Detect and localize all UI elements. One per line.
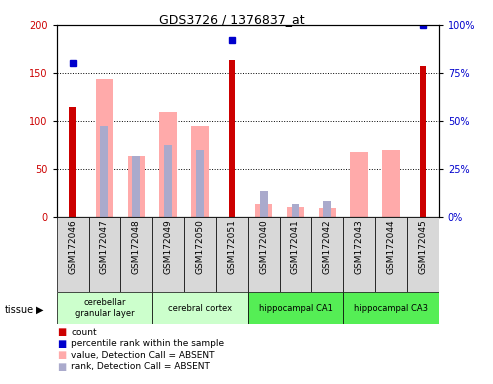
- Bar: [57, 292, 152, 324]
- Text: GSM172040: GSM172040: [259, 219, 268, 274]
- Bar: [287, 207, 304, 217]
- Bar: [375, 217, 407, 292]
- Text: hippocampal CA1: hippocampal CA1: [258, 304, 332, 313]
- Bar: [255, 205, 273, 217]
- Bar: [57, 217, 89, 292]
- Bar: [89, 217, 120, 292]
- Text: GSM172041: GSM172041: [291, 219, 300, 274]
- Text: GSM172044: GSM172044: [387, 219, 395, 274]
- Bar: [159, 113, 177, 217]
- Bar: [152, 217, 184, 292]
- Text: GSM172051: GSM172051: [227, 219, 236, 274]
- Bar: [382, 150, 400, 217]
- Text: rank, Detection Call = ABSENT: rank, Detection Call = ABSENT: [71, 362, 211, 371]
- Text: hippocampal CA3: hippocampal CA3: [354, 304, 428, 313]
- Bar: [247, 292, 343, 324]
- Text: cerebral cortex: cerebral cortex: [168, 304, 232, 313]
- Text: count: count: [71, 328, 97, 337]
- Text: GSM172042: GSM172042: [323, 219, 332, 274]
- Bar: [191, 126, 209, 217]
- Bar: [132, 157, 141, 217]
- Bar: [120, 217, 152, 292]
- Bar: [128, 157, 145, 217]
- Bar: [96, 79, 113, 217]
- Bar: [196, 150, 204, 217]
- Text: tissue: tissue: [5, 305, 34, 315]
- Text: GSM172048: GSM172048: [132, 219, 141, 274]
- Text: cerebellar
granular layer: cerebellar granular layer: [74, 298, 134, 318]
- Text: GSM172050: GSM172050: [195, 219, 205, 274]
- Bar: [229, 61, 235, 217]
- Text: ■: ■: [57, 327, 66, 337]
- Text: value, Detection Call = ABSENT: value, Detection Call = ABSENT: [71, 351, 215, 360]
- Bar: [291, 205, 299, 217]
- Text: GSM172043: GSM172043: [354, 219, 364, 274]
- Bar: [343, 292, 439, 324]
- Text: ■: ■: [57, 350, 66, 360]
- Text: percentile rank within the sample: percentile rank within the sample: [71, 339, 225, 348]
- Bar: [312, 217, 343, 292]
- Bar: [164, 145, 172, 217]
- Bar: [260, 191, 268, 217]
- Bar: [152, 292, 248, 324]
- Bar: [70, 107, 76, 217]
- Bar: [216, 217, 247, 292]
- Bar: [323, 201, 331, 217]
- Bar: [280, 217, 312, 292]
- Text: GSM172045: GSM172045: [419, 219, 427, 274]
- Text: GSM172046: GSM172046: [68, 219, 77, 274]
- Bar: [184, 217, 216, 292]
- Bar: [343, 217, 375, 292]
- Text: GSM172049: GSM172049: [164, 219, 173, 274]
- Bar: [318, 209, 336, 217]
- Bar: [420, 66, 426, 217]
- Bar: [407, 217, 439, 292]
- Text: ■: ■: [57, 362, 66, 372]
- Text: ■: ■: [57, 339, 66, 349]
- Text: GDS3726 / 1376837_at: GDS3726 / 1376837_at: [159, 13, 305, 26]
- Bar: [101, 126, 108, 217]
- Text: ▶: ▶: [35, 305, 43, 315]
- Bar: [247, 217, 280, 292]
- Text: GSM172047: GSM172047: [100, 219, 109, 274]
- Bar: [351, 152, 368, 217]
